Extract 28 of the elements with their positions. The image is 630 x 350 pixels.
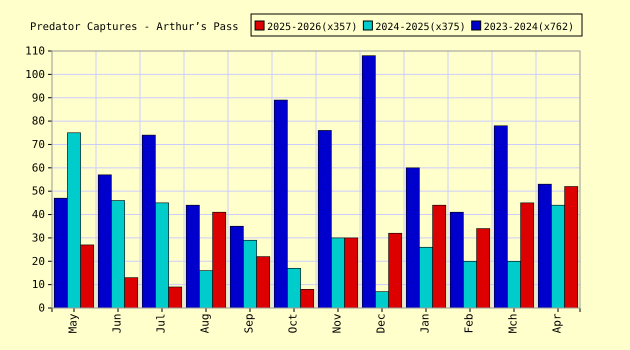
x-tick-label: May — [66, 313, 80, 334]
x-tick-label: Jun — [110, 314, 124, 334]
y-tick-label: 20 — [32, 254, 45, 268]
y-tick-label: 110 — [25, 44, 45, 58]
chart-title: Predator Captures - Arthur’s Pass — [30, 21, 239, 33]
x-tick-label: Jul — [154, 314, 168, 334]
y-tick-label: 10 — [32, 278, 45, 292]
x-tick-label: Apr — [550, 313, 564, 334]
y-tick-label: 70 — [32, 138, 45, 151]
legend-label: 2025-2026(x357) — [267, 22, 358, 33]
y-tick-label: 60 — [32, 161, 45, 174]
x-tick-label: Jan — [418, 314, 432, 334]
x-tick-label: Nov — [330, 313, 344, 334]
y-tick-label: 100 — [25, 68, 45, 81]
legend-label: 2023-2024(x762) — [484, 22, 574, 33]
legend-label: 2024-2025(x375) — [375, 22, 466, 33]
x-tick-label: Mch — [506, 314, 520, 334]
y-tick-label: 50 — [32, 184, 45, 198]
x-tick-label: Feb — [462, 314, 476, 334]
y-tick-label: 30 — [32, 231, 45, 244]
y-tick-label: 90 — [32, 91, 45, 104]
x-tick-label: Dec — [374, 314, 388, 334]
y-tick-label: 40 — [32, 208, 45, 222]
x-tick-label: Sep — [242, 314, 256, 334]
y-tick-label: 80 — [32, 114, 45, 128]
x-tick-label: Oct — [286, 314, 300, 334]
x-tick-label: Aug — [198, 314, 212, 334]
y-tick-label: 0 — [38, 302, 45, 315]
